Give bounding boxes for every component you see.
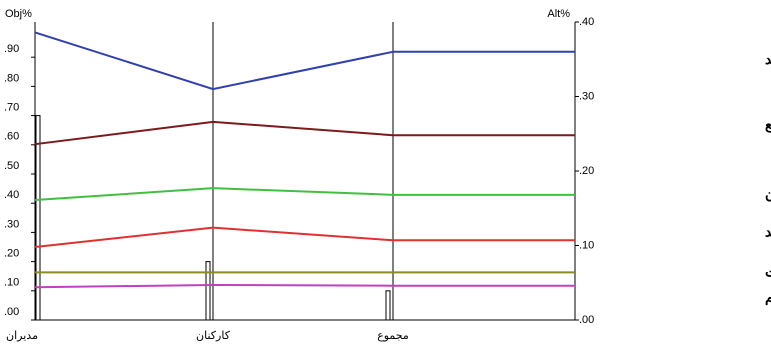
series-line: [34, 226, 394, 248]
objective-bar: [35, 115, 41, 321]
series-line: [34, 187, 394, 202]
series-name: وضوح کم: [765, 290, 771, 306]
y-tick-label: .80: [4, 72, 19, 84]
objective-bar: [385, 290, 391, 321]
x-tick-label: مجموع: [377, 329, 409, 342]
y-tick-label: .40: [4, 189, 19, 201]
y-axis-label: Obj%: [5, 8, 32, 20]
series-line: [34, 120, 394, 146]
y2-tick-label: .20: [579, 165, 594, 177]
y-tick-label: .30: [4, 218, 19, 230]
x-tick-label: مدیران: [6, 329, 38, 342]
y2-tick-label: .40: [579, 16, 594, 28]
y2-tick-label: .10: [579, 239, 594, 251]
y-tick-label: .90: [4, 43, 19, 55]
y-tick-label: .50: [4, 160, 19, 172]
series-name: تغییرات سریع: [765, 117, 771, 133]
series-line: [34, 283, 394, 289]
objective-bar: [205, 261, 211, 321]
y-tick-label: .60: [4, 131, 19, 143]
y2-tick-label: .00: [579, 314, 594, 326]
series-name: سیاست های سازمان: [765, 187, 771, 203]
y2-tick-label: .30: [579, 90, 594, 102]
y-tick-label: .70: [4, 102, 19, 114]
series-name: تشریفات زائد: [765, 224, 771, 240]
series-line: [34, 31, 394, 91]
y-tick-label: .20: [4, 248, 19, 260]
y-tick-label: .10: [4, 277, 19, 289]
x-tick-label: کارکنان: [196, 329, 231, 342]
y2-axis-label: Alt%: [547, 8, 570, 20]
y-tick-label: .00: [4, 306, 19, 318]
series-name: عدم حمایت مدیران ارشد: [765, 52, 771, 68]
series-name: دید کوتاه مدت: [765, 264, 771, 280]
